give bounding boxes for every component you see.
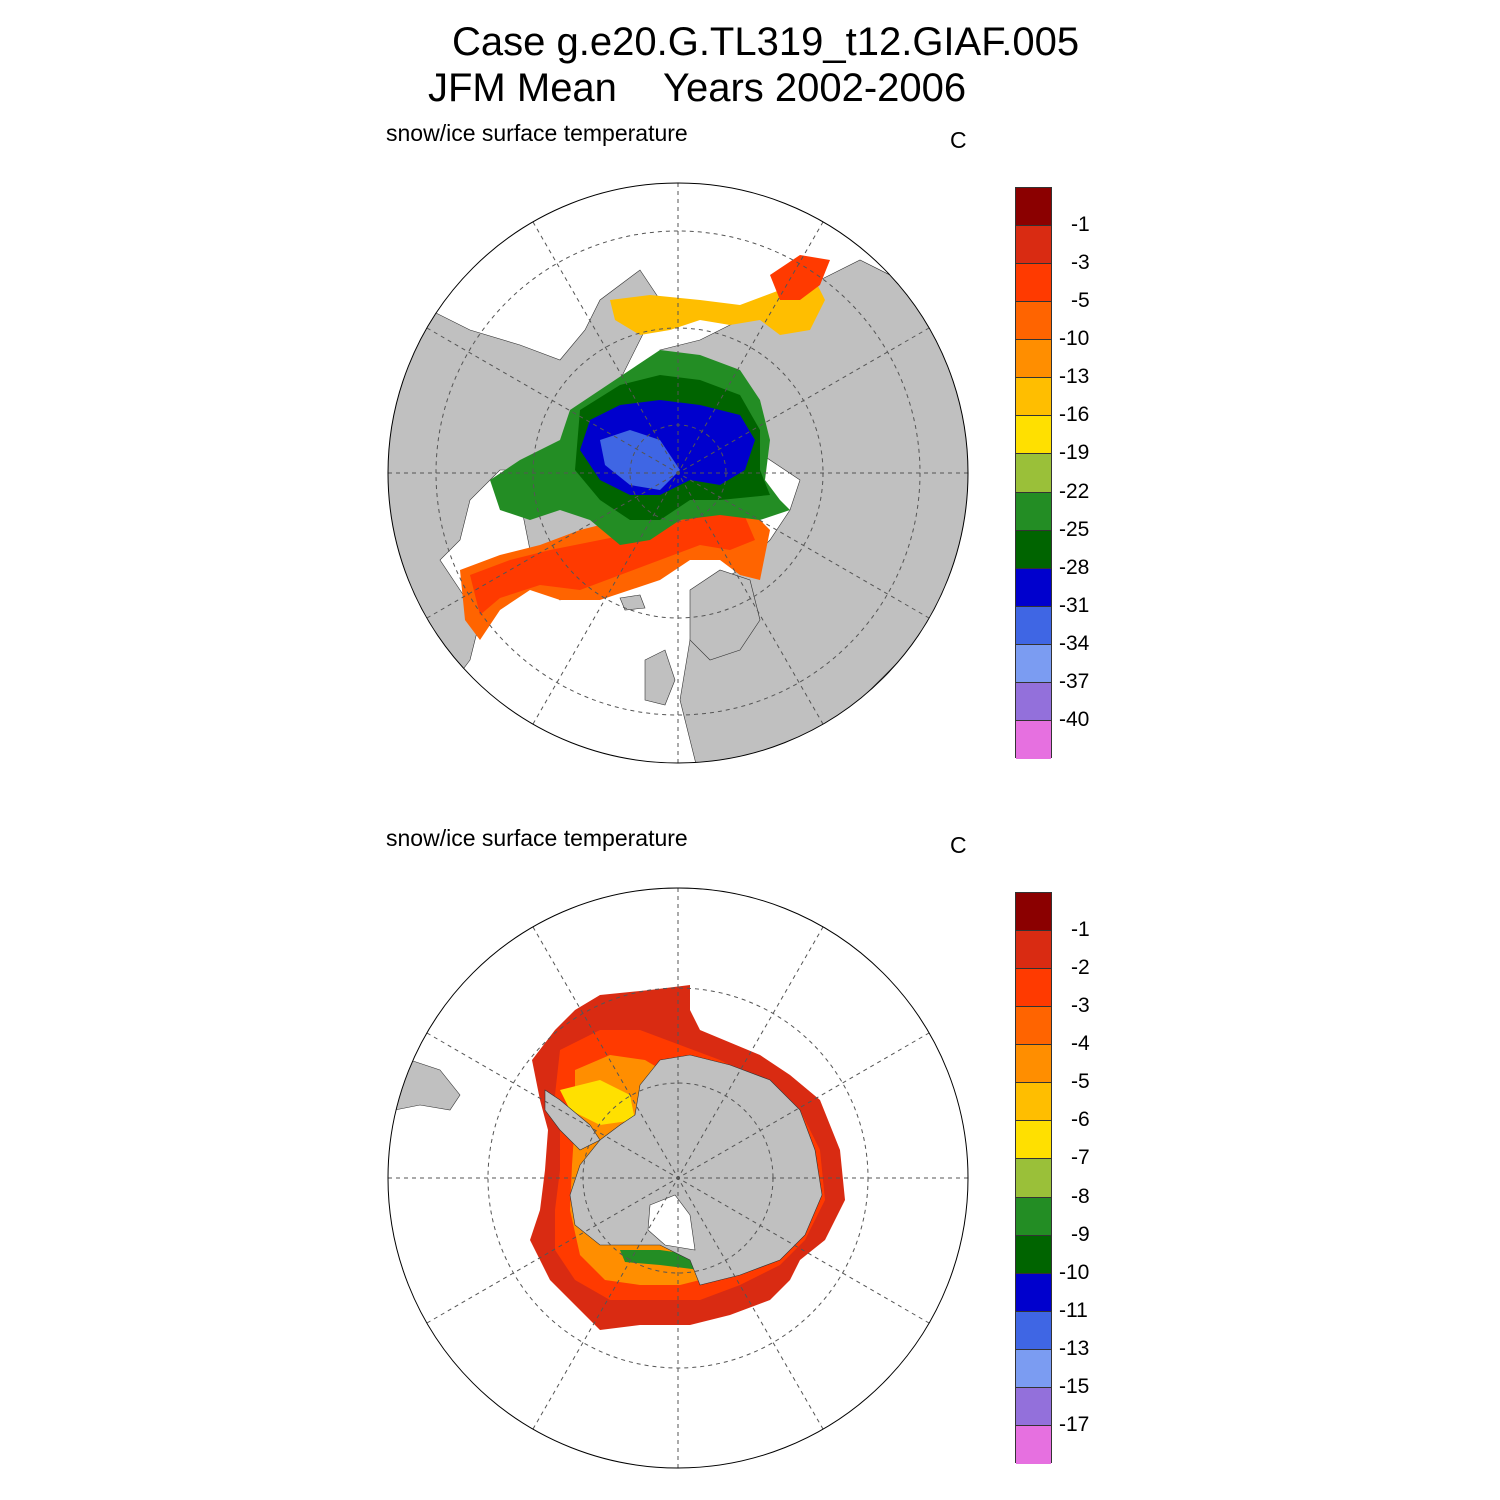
north-colorbar-label: -34 [1059,631,1090,655]
north-land-britain [644,649,676,706]
south-colorbar-swatch [1016,1235,1051,1274]
north-map-border [387,182,969,764]
south-land-antarctica [569,1054,823,1286]
north-colorbar [1015,187,1052,759]
north-colorbar-label: -1 [1071,213,1090,237]
north-colorbar-label: -16 [1059,403,1090,427]
north-graticule [388,183,968,763]
north-colorbar-label: -5 [1071,289,1090,313]
south-colorbar-label: -1 [1071,918,1090,942]
north-units-label: C [950,127,967,153]
north-polar-map [387,182,969,764]
south-colorbar-label: -11 [1059,1298,1088,1322]
south-colorbar-label: -10 [1059,1260,1090,1284]
north-ice-band-atlantic [470,505,755,615]
south-colorbar-swatch [1016,1083,1051,1122]
south-colorbar-swatch [1016,1121,1051,1160]
south-colorbar-swatch [1016,1197,1051,1236]
south-graticule [388,888,968,1468]
north-colorbar-label: -10 [1059,327,1090,351]
south-colorbar-label: -15 [1059,1374,1090,1398]
north-colorbar-label: -28 [1059,555,1090,579]
north-colorbar-label: -25 [1059,517,1090,541]
north-colorbar-swatch [1016,720,1051,759]
south-colorbar-label: -4 [1071,1032,1090,1056]
south-colorbar-label: -3 [1071,994,1090,1018]
north-colorbar-swatch [1016,530,1051,569]
south-colorbar-label: -13 [1059,1336,1090,1360]
north-colorbar-label: -31 [1059,593,1090,617]
north-colorbar-label: -40 [1059,707,1090,731]
season-label: JFM Mean [428,66,617,110]
south-colorbar-swatch [1016,1349,1051,1388]
plot-subtitle: JFM Mean Years 2002-2006 [428,66,966,110]
north-colorbar-swatch [1016,302,1051,341]
south-colorbar-swatch [1016,1045,1051,1084]
south-colorbar-swatch [1016,1425,1051,1464]
north-colorbar-swatch [1016,264,1051,303]
south-colorbar-swatch [1016,1159,1051,1198]
south-colorbar-label: -2 [1071,956,1090,980]
south-colorbar-swatch [1016,1387,1051,1426]
south-colorbar [1015,892,1052,1464]
south-colorbar-label: -7 [1071,1146,1090,1170]
south-ice-shelf-ross [647,1194,696,1251]
south-colorbar-label: -8 [1071,1184,1090,1208]
north-variable-label: snow/ice surface temperature [386,120,688,146]
south-colorbar-swatch [1016,1007,1051,1046]
plot-title: Case g.e20.G.TL319_t12.GIAF.005 [452,20,1080,64]
south-colorbar-swatch [1016,1311,1051,1350]
south-colorbar-swatch [1016,969,1051,1008]
north-colorbar-swatch [1016,340,1051,379]
north-colorbar-swatch [1016,568,1051,607]
north-colorbar-swatch [1016,492,1051,531]
north-colorbar-swatch [1016,188,1051,227]
south-map-border [387,887,969,1469]
north-land-iceland [619,594,646,611]
north-land-scandinavia [689,569,761,661]
north-colorbar-label: -3 [1071,251,1090,275]
north-colorbar-swatch [1016,644,1051,683]
north-colorbar-label: -37 [1059,669,1090,693]
north-colorbar-swatch [1016,454,1051,493]
north-ice-lightblue [600,430,680,490]
north-colorbar-swatch [1016,226,1051,265]
south-ice-band-yellow [560,1080,635,1125]
north-colorbar-label: -22 [1059,479,1090,503]
south-colorbar-swatch [1016,931,1051,970]
south-colorbar-label: -17 [1059,1412,1090,1436]
north-ice-pacific [610,270,825,335]
south-colorbar-label: -5 [1071,1070,1090,1094]
north-colorbar-swatch [1016,682,1051,721]
south-land-peninsula [544,1089,601,1151]
years-label: Years 2002-2006 [662,66,967,110]
north-ice-pacific-edge [770,255,830,300]
north-colorbar-swatch [1016,606,1051,645]
south-colorbar-label: -6 [1071,1108,1090,1132]
south-units-label: C [950,832,967,858]
north-colorbar-swatch [1016,416,1051,455]
south-colorbar-swatch [1016,1273,1051,1312]
south-colorbar-swatch [1016,893,1051,932]
north-colorbar-label: -19 [1059,441,1090,465]
south-variable-label: snow/ice surface temperature [386,825,688,851]
north-colorbar-swatch [1016,378,1051,417]
south-colorbar-label: -9 [1071,1222,1090,1246]
north-colorbar-label: -13 [1059,365,1090,389]
